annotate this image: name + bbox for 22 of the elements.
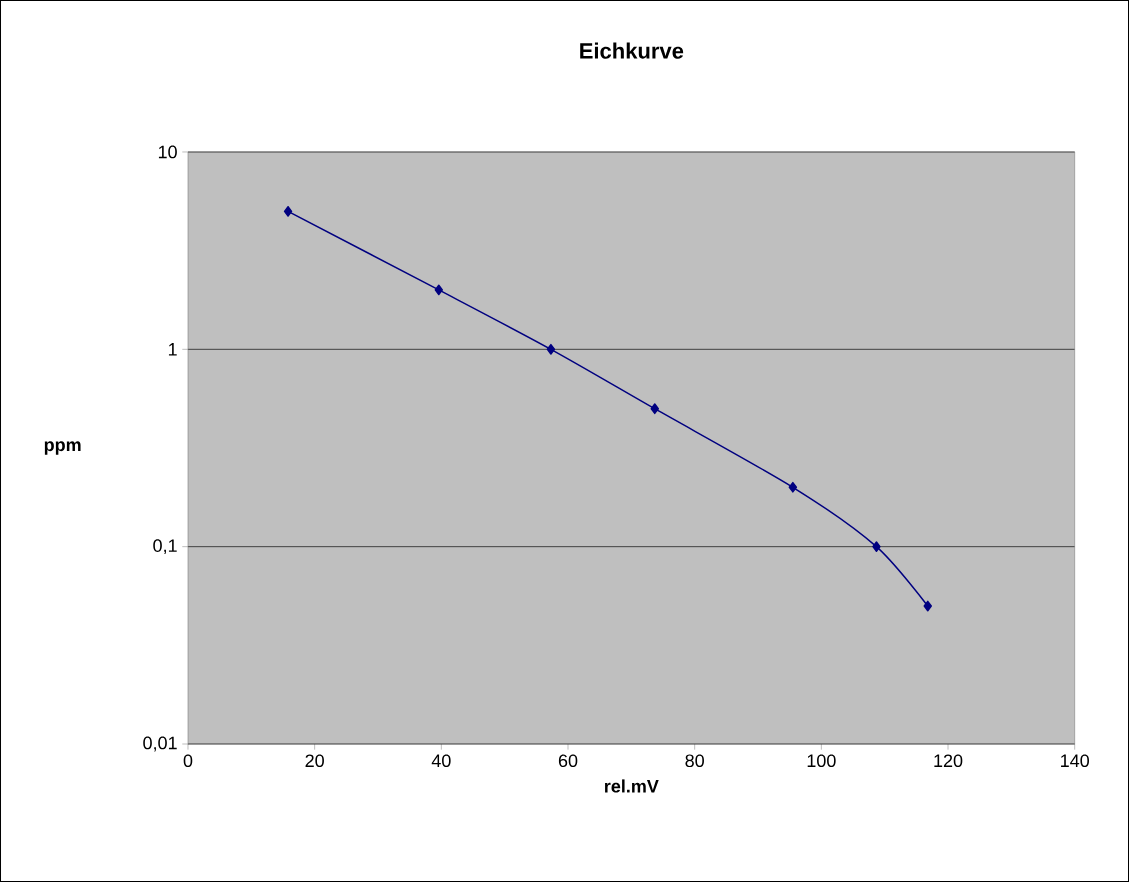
x-tick-label: 40: [431, 754, 451, 768]
x-tick-label: 120: [934, 754, 963, 768]
point: [650, 403, 660, 415]
x-tick-label: 60: [558, 754, 578, 768]
x-tick-label: 80: [685, 754, 704, 768]
point: [788, 481, 798, 493]
x-tick-label: 20: [305, 754, 324, 768]
x-tick-label: 100: [807, 754, 836, 768]
y-tick-label: 0,1: [153, 539, 177, 555]
x-tick-label: 0: [183, 754, 193, 768]
y-tick-label: 0,01: [143, 736, 177, 752]
point: [434, 284, 444, 296]
y-tick-label: 10: [158, 145, 177, 159]
chart-title: Eichkurve: [580, 42, 684, 59]
y-axis-title: ppm: [44, 441, 81, 455]
x-tick-label: 140: [1061, 754, 1089, 768]
point: [923, 600, 932, 612]
point: [872, 541, 881, 553]
point: [546, 343, 556, 355]
x-axis-title: rel.mV: [605, 779, 659, 793]
point: [283, 205, 293, 217]
y-tick-label: 1: [168, 343, 177, 356]
